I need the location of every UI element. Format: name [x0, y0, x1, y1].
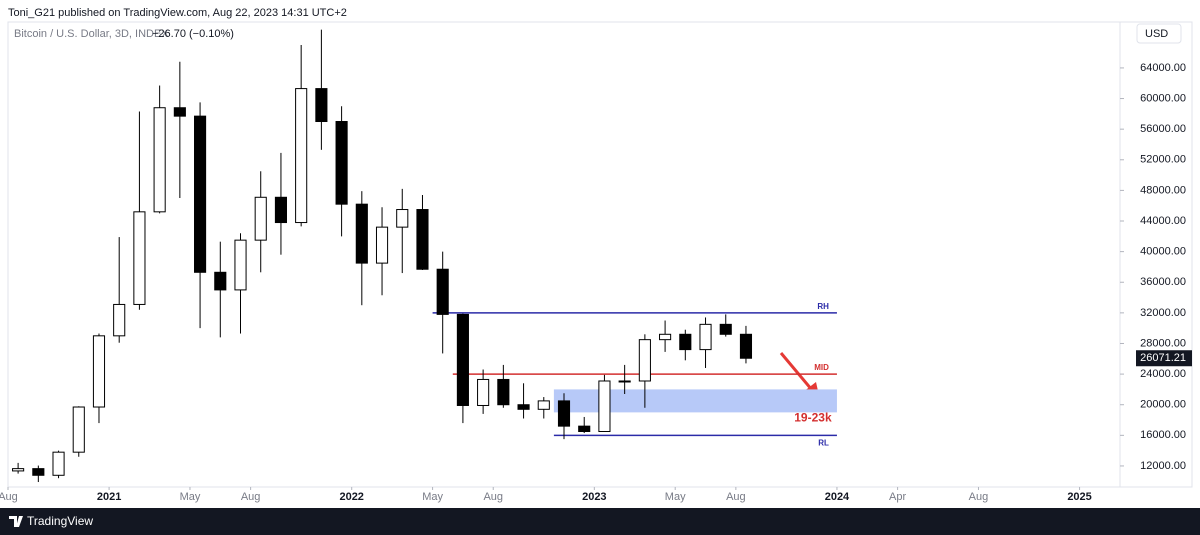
candle-body: [295, 88, 308, 224]
candle-body: [436, 268, 449, 315]
x-tick-label: May: [422, 491, 443, 503]
candle-body: [32, 468, 45, 476]
candle-body: [638, 339, 651, 382]
candle-body: [416, 209, 429, 270]
candle-body: [517, 404, 530, 410]
y-tick-label: 52000.00: [1140, 154, 1186, 166]
last-price-label: 26071.21: [1140, 352, 1186, 364]
candle-body: [72, 406, 85, 453]
candle-body: [396, 209, 409, 228]
x-tick-label: Aug: [241, 491, 261, 503]
currency-button[interactable]: [1136, 23, 1182, 44]
candle-body: [699, 323, 712, 351]
x-tick-label: May: [665, 491, 686, 503]
candle-body: [214, 271, 227, 291]
candle-body: [133, 211, 146, 305]
level-label: RH: [817, 302, 829, 311]
last-price-tag: [1136, 350, 1192, 367]
x-tick-label: 2023: [582, 491, 606, 503]
candle-body: [739, 333, 753, 359]
x-tick-label: Aug: [726, 491, 746, 503]
candle-body: [113, 303, 126, 337]
y-tick-label: 56000.00: [1140, 123, 1186, 135]
candle-body: [52, 451, 65, 476]
candle-body: [719, 323, 732, 335]
publisher-line: Toni_G21 published on TradingView.com, A…: [8, 7, 347, 19]
symbol-title: Bitcoin / U.S. Dollar, 3D, INDEX: [14, 28, 169, 40]
level-label: MID: [814, 363, 829, 372]
candle-body: [598, 380, 611, 433]
target-zone: [553, 389, 837, 413]
y-tick-label: 12000.00: [1140, 460, 1186, 472]
y-tick-label: 24000.00: [1140, 368, 1186, 380]
x-tick-label: Aug: [969, 491, 989, 503]
y-tick-label: 36000.00: [1140, 276, 1186, 288]
y-tick-label: 40000.00: [1140, 246, 1186, 258]
x-tick-label: 2025: [1067, 491, 1091, 503]
y-tick-label: 44000.00: [1140, 215, 1186, 227]
candle-body: [679, 333, 692, 351]
y-tick-label: 48000.00: [1140, 184, 1186, 196]
candle-body: [537, 400, 550, 410]
y-tick-label: 60000.00: [1140, 92, 1186, 104]
candle-body: [557, 400, 571, 427]
candle-body: [578, 425, 591, 433]
y-tick-label: 20000.00: [1140, 399, 1186, 411]
candle-body: [497, 378, 510, 406]
chart-frame: [7, 21, 1193, 488]
currency-label: USD: [1145, 28, 1168, 40]
x-tick-label: 2022: [339, 491, 363, 503]
zone-label: 19-23k: [794, 411, 832, 425]
x-tick-label: Aug: [483, 491, 503, 503]
candle-body: [315, 88, 328, 123]
candle-body: [618, 380, 631, 383]
candle-body: [234, 239, 247, 291]
arrow-shaft: [779, 352, 814, 391]
candle-body: [194, 115, 207, 273]
x-tick-label: Aug: [0, 491, 18, 503]
candle-body: [375, 226, 389, 264]
candle-body: [12, 468, 25, 472]
candle-body: [659, 333, 672, 341]
x-tick-label: 2024: [825, 491, 850, 503]
brand-logo: [9, 516, 23, 527]
candle-body: [254, 196, 267, 241]
brand-name: TradingView: [27, 514, 93, 528]
candle-body: [456, 313, 469, 406]
level-label: RL: [818, 438, 829, 447]
y-tick-label: 32000.00: [1140, 307, 1186, 319]
candle-body: [355, 203, 368, 264]
candle-body: [477, 378, 490, 406]
x-tick-label: May: [180, 491, 201, 503]
candle-body: [153, 107, 166, 213]
y-tick-label: 16000.00: [1140, 429, 1186, 441]
candle-body: [173, 107, 186, 117]
y-tick-label: 28000.00: [1140, 337, 1186, 349]
x-tick-label: Apr: [889, 491, 906, 503]
candle-body: [92, 335, 106, 408]
footer-bar: [0, 508, 1200, 535]
candle-body: [335, 121, 348, 205]
candle-body: [274, 196, 288, 224]
y-tick-label: 64000.00: [1140, 62, 1186, 74]
price-change: −26.70 (−0.10%): [152, 28, 234, 40]
x-tick-label: 2021: [97, 491, 121, 503]
